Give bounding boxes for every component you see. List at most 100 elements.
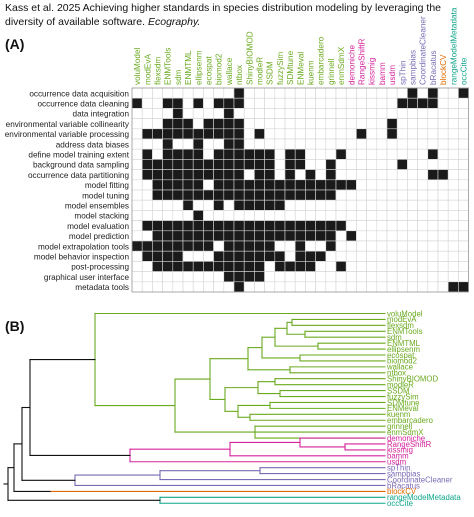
heatmap-cell-empty [396, 87, 408, 99]
heatmap-cell-empty [407, 108, 418, 119]
heatmap-cell-empty [447, 240, 459, 252]
heatmap-cell-empty [345, 199, 357, 211]
heatmap-cell-empty [335, 97, 347, 109]
heatmap-cell-empty [182, 210, 194, 221]
heatmap-cell-empty [437, 250, 449, 262]
column-label: ShinyBIOMOD [245, 31, 254, 85]
heatmap-cell-empty [254, 138, 265, 150]
tip-label: SSDM [387, 386, 410, 395]
heatmap-cell-empty [325, 199, 337, 211]
heatmap-cell-empty [366, 169, 378, 181]
heatmap-cell-empty [233, 210, 245, 221]
heatmap-cell-empty [284, 199, 296, 211]
heatmap-cell-filled [182, 240, 194, 252]
heatmap-cell-empty [264, 281, 276, 293]
heatmap-cell-empty [376, 230, 388, 242]
heatmap-cell-empty [274, 118, 286, 130]
heatmap-cell-filled [213, 250, 225, 262]
heatmap-cell-empty [172, 210, 184, 221]
row-label: environmental variable processing [5, 130, 130, 139]
heatmap-border [131, 87, 470, 293]
heatmap-cell-filled [284, 261, 296, 272]
heatmap-cell-empty [437, 189, 449, 201]
heatmap-cell-filled [162, 128, 174, 140]
heatmap-cell-empty [356, 220, 367, 232]
heatmap-cell-filled [325, 179, 337, 191]
heatmap-cell-empty [356, 261, 367, 272]
column-label: ecospat [205, 56, 214, 85]
heatmap-cell-filled [233, 189, 245, 201]
heatmap-cell-empty [366, 199, 378, 211]
heatmap-cell-filled [182, 261, 194, 272]
heatmap-cell-empty [447, 189, 459, 201]
heatmap-cell-empty [427, 271, 439, 283]
heatmap-cell-empty [458, 210, 469, 221]
heatmap-cell-filled [213, 189, 225, 201]
heatmap-cell-filled [305, 189, 316, 201]
heatmap-cell-empty [274, 138, 286, 150]
heatmap-cell-filled [223, 128, 235, 140]
heatmap-cell-empty [345, 169, 357, 181]
tip-label: fuzzySim [387, 392, 419, 401]
heatmap-cell-empty [203, 97, 214, 109]
heatmap-cell-empty [284, 138, 296, 150]
heatmap-cell-empty [274, 271, 286, 283]
heatmap-cell-empty [366, 108, 378, 119]
heatmap-cell-empty [376, 159, 388, 170]
heatmap-cell-empty [437, 128, 449, 140]
heatmap-cell-filled [274, 189, 286, 201]
heatmap-cell-empty [274, 87, 286, 99]
heatmap-cell-filled [172, 118, 184, 130]
heatmap-cell-empty [203, 281, 214, 293]
heatmap-cell-empty [223, 199, 235, 211]
column-label: enmSdmX [337, 46, 346, 85]
heatmap-cell-filled [223, 169, 235, 181]
heatmap-cell-empty [345, 189, 357, 201]
heatmap-cell-filled [141, 250, 153, 262]
heatmap-cell-filled [315, 179, 327, 191]
row-label: occurrence data partitioning [28, 171, 129, 180]
heatmap-cell-empty [131, 199, 143, 211]
heatmap-cell-empty [458, 250, 469, 262]
heatmap-cell-filled [203, 118, 214, 130]
heatmap-cell-empty [366, 210, 378, 221]
heatmap-cell-filled [233, 199, 245, 211]
tip-label: SDMtune [387, 398, 420, 407]
heatmap-cell-empty [386, 138, 398, 150]
heatmap-cell-empty [254, 97, 265, 109]
heatmap-cell-filled [152, 240, 163, 252]
column-label: wallace [225, 57, 234, 86]
heatmap-cell-filled [131, 97, 143, 109]
heatmap-cell-filled [192, 97, 204, 109]
heatmap-cell-empty [345, 240, 357, 252]
heatmap-cell-empty [345, 271, 357, 283]
heatmap-cell-empty [305, 87, 316, 99]
heatmap-cell-filled [162, 189, 174, 201]
heatmap-cell-filled [386, 128, 398, 140]
heatmap-cell-empty [386, 271, 398, 283]
heatmap-cell-empty [458, 169, 469, 181]
heatmap-cell-filled [223, 230, 235, 242]
heatmap-cell-empty [315, 210, 327, 221]
heatmap-cell-empty [356, 281, 367, 293]
heatmap-cell-empty [407, 159, 418, 170]
heatmap-cell-empty [294, 210, 306, 221]
heatmap-cell-empty [366, 271, 378, 283]
heatmap-cell-empty [284, 271, 296, 283]
heatmap-cell-filled [427, 169, 439, 181]
heatmap-cell-empty [315, 87, 327, 99]
heatmap-cell-filled [233, 138, 245, 150]
heatmap-cell-filled [294, 230, 306, 242]
heatmap-cell-empty [376, 281, 388, 293]
heatmap-cell-filled [172, 148, 184, 160]
heatmap-cell-empty [335, 108, 347, 119]
heatmap-cell-filled [345, 230, 357, 242]
tip-label: bRacatus [387, 481, 420, 490]
heatmap-cell-empty [376, 169, 388, 181]
heatmap-cell-empty [264, 128, 276, 140]
heatmap-cell-empty [141, 210, 153, 221]
heatmap-cell-empty [366, 148, 378, 160]
heatmap-cell-filled [233, 148, 245, 160]
heatmap-cell-empty [458, 159, 469, 170]
